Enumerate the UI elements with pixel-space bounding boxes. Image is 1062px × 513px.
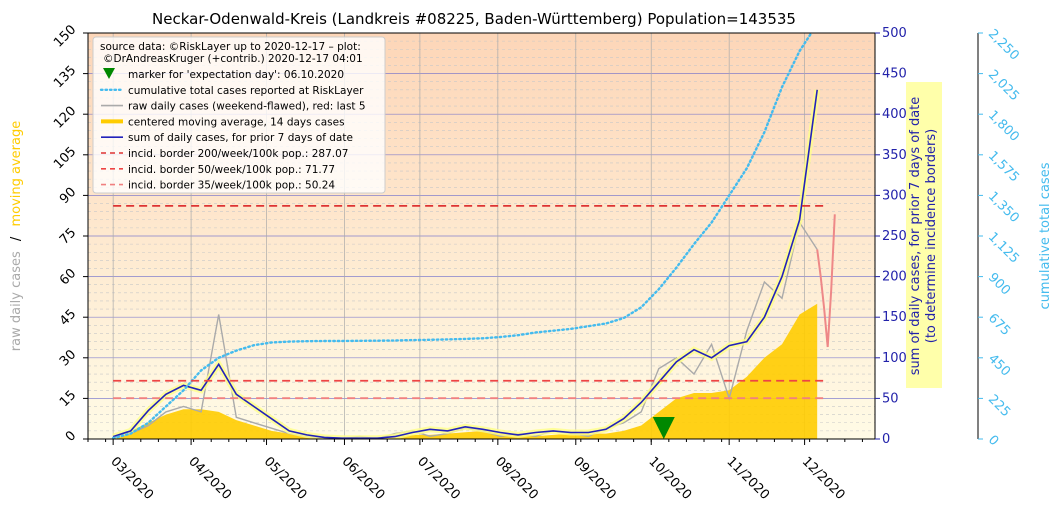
cumulative-tick-label: 0	[985, 433, 1001, 449]
cumulative-tick-label: 450	[985, 351, 1013, 379]
legend-label: raw daily cases (weekend-flawed), red: l…	[128, 101, 366, 113]
right-tick-label: 400	[882, 107, 907, 122]
legend-label: incid. border 50/week/100k pop.: 71.77	[128, 164, 335, 176]
left-axis-label-raw: raw daily cases	[9, 251, 24, 351]
legend-label: marker for 'expectation day': 06.10.2020	[128, 69, 344, 81]
left-axis-label-avg: moving average	[9, 121, 24, 227]
legend-label: centered moving average, 14 days cases	[128, 116, 345, 128]
legend-label: cumulative total cases reported at RiskL…	[128, 85, 364, 97]
sum7-line	[112, 89, 818, 439]
left-tick-label: 0	[63, 428, 79, 444]
series-layer	[111, 33, 836, 439]
legend-items: marker for 'expectation day': 06.10.2020…	[99, 68, 366, 192]
left-axis-label: raw daily cases / moving average	[9, 121, 24, 351]
legend-source-line2: ©DrAndreasKruger (+contrib.) 2020-12-17 …	[103, 53, 363, 65]
cumulative-tick-label: 2,025	[985, 67, 1022, 104]
left-axis: 0 15 30 45 60 75 90 105 120 135 150	[51, 22, 88, 445]
left-tick-label: 75	[57, 225, 79, 247]
cumulative-tick-label: 2,250	[985, 27, 1022, 64]
right-tick-label: 100	[882, 351, 907, 366]
legend-label: incid. border 35/week/100k pop.: 50.24	[128, 180, 335, 192]
legend-label: incid. border 200/week/100k pop.: 287.07	[128, 148, 348, 160]
right-tick-label: 300	[882, 188, 907, 203]
right-tick-label: 150	[882, 310, 907, 325]
cumulative-tick-label: 1,125	[985, 230, 1022, 267]
x-tick-label: 12/2020	[799, 454, 848, 503]
left-tick-label: 60	[57, 266, 79, 288]
x-tick-label: 03/2020	[107, 454, 156, 503]
raw-daily-cases-last5-line	[816, 214, 836, 348]
cumulative-tick-label: 225	[985, 392, 1013, 420]
cumulative-line	[111, 33, 813, 439]
x-tick-label: 06/2020	[339, 454, 388, 503]
left-tick-label: 30	[57, 347, 79, 369]
chart-title: Neckar-Odenwald-Kreis (Landkreis #08225,…	[152, 10, 796, 28]
cumulative-tick-label: 1,350	[985, 189, 1022, 226]
x-tick-label: 10/2020	[645, 454, 694, 503]
right-axis-label-line2: (to determine incidence borders)	[924, 129, 939, 344]
left-tick-label: 120	[51, 104, 79, 132]
x-tick-label: 09/2020	[570, 454, 619, 503]
legend-marker-icon	[103, 68, 115, 79]
right-axis-label-box	[906, 82, 942, 388]
right-tick-label: 450	[882, 67, 907, 82]
right-tick-label: 500	[882, 26, 907, 41]
right-tick-label: 200	[882, 270, 907, 285]
expectation-day-marker	[652, 417, 675, 439]
cumulative-tick-label: 1,800	[985, 108, 1022, 145]
right-tick-label: 50	[882, 391, 899, 406]
right-axis-sum7: 0 50 100 150 200 250 300 350 400 450 500	[875, 26, 907, 447]
cumulative-tick-label: 1,575	[985, 148, 1022, 185]
cumulative-tick-label: 675	[985, 311, 1013, 339]
left-tick-label: 15	[57, 388, 79, 410]
x-tick-label: 07/2020	[414, 454, 463, 503]
cumulative-axis-label: cumulative total cases	[1038, 162, 1053, 309]
left-axis-label-sep: /	[9, 236, 24, 241]
right-axis-label-line1: sum of daily cases, for prior 7 days of …	[908, 97, 923, 376]
right-tick-label: 350	[882, 148, 907, 163]
x-axis: 03/2020 04/2020 05/2020 06/2020 07/2020 08/20…	[87, 439, 863, 503]
left-tick-label: 45	[57, 307, 79, 329]
x-tick-label: 04/2020	[185, 454, 234, 503]
legend-source-line1: source data: ©RiskLayer up to 2020-12-17…	[100, 41, 361, 53]
right-tick-label: 0	[882, 432, 890, 447]
right-tick-label: 250	[882, 229, 907, 244]
moving-average-area	[113, 303, 818, 439]
left-tick-label: 105	[51, 144, 79, 172]
x-tick-label: 05/2020	[261, 454, 310, 503]
legend-box	[92, 36, 386, 194]
legend: source data: ©RiskLayer up to 2020-12-17…	[92, 36, 386, 194]
left-tick-label: 135	[51, 63, 79, 91]
legend-label: sum of daily cases, for prior 7 days of …	[128, 132, 353, 144]
cumulative-tick-label: 900	[985, 270, 1013, 298]
x-tick-label: 11/2020	[723, 454, 772, 503]
left-tick-label: 150	[51, 22, 79, 50]
x-tick-label: 08/2020	[492, 454, 541, 503]
left-tick-label: 90	[57, 185, 79, 207]
